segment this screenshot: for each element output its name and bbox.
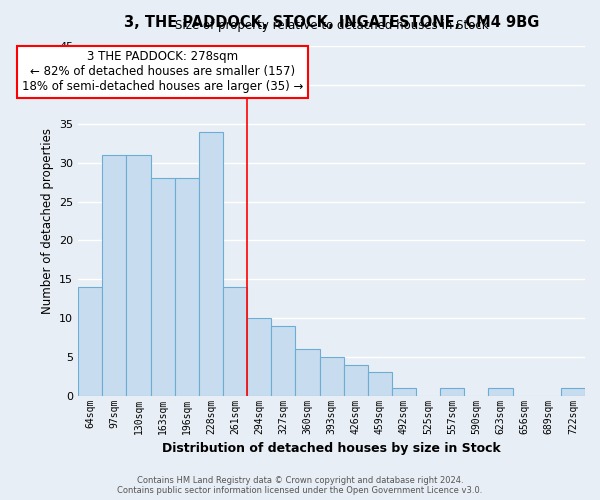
Bar: [392, 388, 416, 396]
Bar: [78, 287, 103, 396]
Bar: [271, 326, 295, 396]
Y-axis label: Number of detached properties: Number of detached properties: [41, 128, 53, 314]
Bar: [151, 178, 175, 396]
Bar: [127, 155, 151, 396]
Bar: [223, 287, 247, 396]
Title: 3, THE PADDOCK, STOCK, INGATESTONE, CM4 9BG: 3, THE PADDOCK, STOCK, INGATESTONE, CM4 …: [124, 15, 539, 30]
Bar: [344, 364, 368, 396]
Text: Contains HM Land Registry data © Crown copyright and database right 2024.
Contai: Contains HM Land Registry data © Crown c…: [118, 476, 482, 495]
Bar: [103, 155, 127, 396]
Text: 3 THE PADDOCK: 278sqm
← 82% of detached houses are smaller (157)
18% of semi-det: 3 THE PADDOCK: 278sqm ← 82% of detached …: [22, 50, 304, 94]
Bar: [368, 372, 392, 396]
Bar: [320, 357, 344, 396]
Bar: [295, 349, 320, 396]
Bar: [199, 132, 223, 396]
Bar: [175, 178, 199, 396]
Bar: [247, 318, 271, 396]
Text: Size of property relative to detached houses in Stock: Size of property relative to detached ho…: [175, 20, 488, 32]
Bar: [488, 388, 512, 396]
X-axis label: Distribution of detached houses by size in Stock: Distribution of detached houses by size …: [162, 442, 501, 455]
Bar: [561, 388, 585, 396]
Bar: [440, 388, 464, 396]
